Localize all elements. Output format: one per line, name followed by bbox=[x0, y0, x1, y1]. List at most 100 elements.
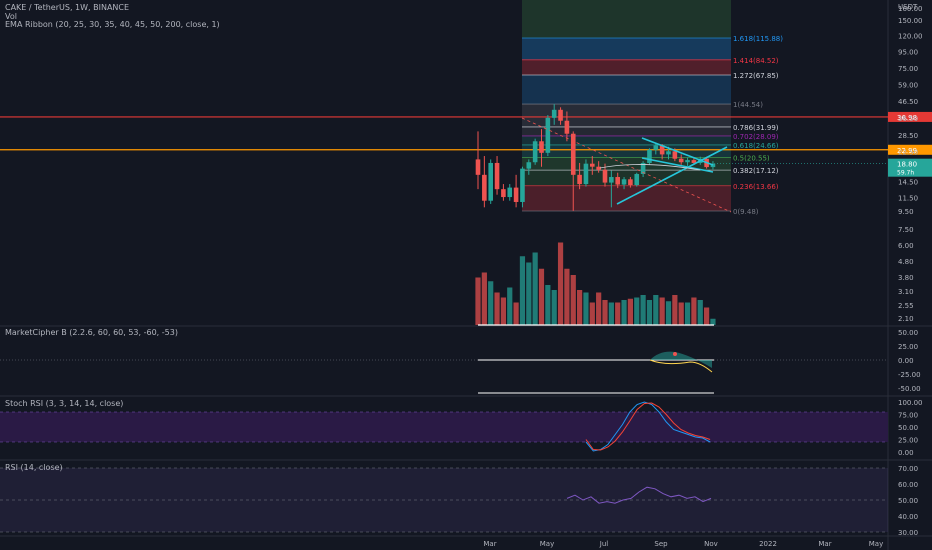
fib-zone bbox=[522, 0, 731, 38]
candle-body bbox=[685, 160, 690, 163]
rsi-series-line bbox=[566, 486, 712, 504]
channel-top bbox=[641, 137, 714, 166]
candle-body bbox=[475, 159, 481, 175]
volume-bar bbox=[589, 302, 595, 325]
volume-bar bbox=[557, 242, 564, 325]
volume-bar bbox=[646, 300, 653, 325]
mc-axis-tick: 50.00 bbox=[898, 329, 918, 337]
candle-body bbox=[678, 158, 684, 163]
fib-level-label: 0.382(17.12) bbox=[733, 167, 779, 175]
stoch-rsi-legend: Stoch RSI (3, 3, 14, 14, close) bbox=[5, 399, 124, 408]
fib-level-label: 0.702(28.09) bbox=[733, 133, 779, 141]
price-axis-tick: 2.55 bbox=[898, 302, 914, 310]
price-axis-tick: 59.00 bbox=[898, 82, 918, 90]
price-axis-tick: 28.50 bbox=[898, 132, 918, 140]
volume-bar bbox=[665, 301, 672, 325]
volume-bar bbox=[634, 297, 640, 325]
candle-body bbox=[647, 149, 652, 163]
currency-label: USDT bbox=[898, 3, 918, 11]
price-axis-tick: 22.50 bbox=[898, 148, 918, 156]
volume-bar bbox=[532, 252, 538, 325]
candle-body bbox=[628, 179, 633, 186]
candle-body bbox=[513, 187, 519, 202]
mc-dot bbox=[673, 352, 677, 356]
price-axis-tick: 95.00 bbox=[898, 49, 918, 57]
time-axis-tick: Jul bbox=[599, 540, 609, 548]
time-axis-tick: Mar bbox=[818, 540, 831, 548]
fib-level-label: 0(9.48) bbox=[733, 208, 759, 216]
fib-zone bbox=[522, 126, 731, 136]
candle-body bbox=[520, 168, 525, 202]
candle-body bbox=[634, 173, 640, 186]
symbol-legend: CAKE / TetherUS, 1W, BINANCE bbox=[5, 3, 130, 12]
fib-level-label: 1(44.54) bbox=[733, 101, 763, 109]
price-axis-tick: 6.00 bbox=[898, 242, 914, 250]
volume-bar bbox=[564, 268, 570, 325]
price-axis-tick: 46.50 bbox=[898, 98, 918, 106]
candle-body bbox=[545, 117, 551, 153]
channel-bottom bbox=[641, 157, 714, 173]
candle-body bbox=[710, 163, 716, 168]
volume-bar bbox=[710, 318, 716, 325]
volume-bar bbox=[481, 272, 487, 325]
volume-bar bbox=[621, 300, 627, 325]
candle-body bbox=[653, 145, 659, 150]
countdown-tag: 59.7h bbox=[897, 170, 914, 177]
mc-wave-line bbox=[649, 359, 713, 373]
last-price-tag: 18.80 bbox=[897, 161, 917, 169]
candle-body bbox=[501, 189, 506, 198]
candle-body bbox=[551, 109, 557, 118]
price-axis-tick: 2.10 bbox=[898, 315, 914, 323]
price-axis-tick: 150.00 bbox=[898, 17, 923, 25]
candle-body bbox=[596, 166, 601, 170]
volume-bar bbox=[570, 275, 576, 325]
price-axis-tick: 7.50 bbox=[898, 226, 914, 234]
rsi-axis-tick: 70.00 bbox=[898, 465, 918, 473]
volume-bar bbox=[678, 302, 684, 325]
volume-bar bbox=[551, 290, 557, 325]
candle-body bbox=[615, 177, 620, 185]
time-axis-tick: Nov bbox=[704, 540, 718, 548]
fib-level-label: 0.786(31.99) bbox=[733, 124, 779, 132]
candle-body bbox=[564, 120, 570, 134]
mc-axis-tick: -50.00 bbox=[898, 385, 921, 393]
market-cipher-legend: MarketCipher B (2.2.6, 60, 60, 53, -60, … bbox=[5, 328, 178, 337]
volume-bar bbox=[697, 300, 703, 325]
volume-bar bbox=[659, 297, 665, 325]
mc-axis-tick: 25.00 bbox=[898, 343, 918, 351]
candle-body bbox=[570, 133, 576, 175]
volume-bar bbox=[627, 298, 633, 325]
price-tag: 36.98 bbox=[897, 114, 917, 122]
ema-ribbon-line bbox=[599, 164, 701, 171]
rsi-axis-tick: 50.00 bbox=[898, 497, 918, 505]
stoch-band bbox=[0, 412, 888, 442]
stoch-axis-tick: 75.00 bbox=[898, 412, 918, 420]
volume-legend: Vol bbox=[5, 12, 17, 21]
time-axis-tick: Mar bbox=[483, 540, 496, 548]
volume-bar bbox=[653, 295, 659, 325]
price-axis-tick: 14.50 bbox=[898, 179, 918, 187]
fib-zone bbox=[522, 144, 731, 158]
volume-bar bbox=[608, 302, 614, 325]
candle-body bbox=[672, 151, 678, 159]
volume-bar bbox=[672, 295, 678, 325]
candle-body bbox=[488, 162, 493, 201]
fib-zone bbox=[522, 74, 731, 105]
candle-body bbox=[602, 169, 608, 183]
mc-axis-tick: -25.00 bbox=[898, 371, 921, 379]
candle-body bbox=[583, 163, 589, 185]
price-axis-tick: 3.10 bbox=[898, 288, 914, 296]
volume-bar bbox=[704, 307, 710, 325]
time-axis-tick: 2022 bbox=[759, 540, 777, 548]
mc-axis-tick: 0.00 bbox=[898, 357, 914, 365]
stoch-axis-tick: 50.00 bbox=[898, 424, 918, 432]
fib-level-label: 1.618(115.88) bbox=[733, 35, 783, 43]
trendline bbox=[616, 146, 728, 205]
volume-bar bbox=[577, 290, 583, 325]
price-axis-tick: 160.00 bbox=[898, 5, 923, 13]
fib-level-label: 1.272(67.85) bbox=[733, 72, 779, 80]
candle-body bbox=[532, 141, 538, 163]
rsi-axis-tick: 40.00 bbox=[898, 513, 918, 521]
last-price-bg bbox=[888, 158, 932, 177]
